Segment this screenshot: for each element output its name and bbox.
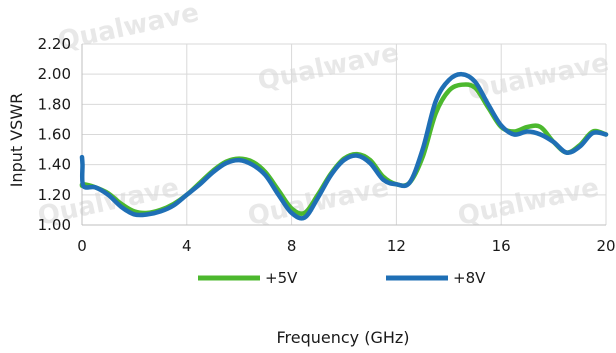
x-tick-label: 12 xyxy=(387,237,406,255)
watermark-text: Qualwave xyxy=(455,173,601,232)
y-tick-label: 1.00 xyxy=(38,216,71,234)
y-tick-label: 2.00 xyxy=(38,65,71,83)
y-tick-label: 1.20 xyxy=(38,186,71,204)
x-tick-label: 8 xyxy=(287,237,297,255)
y-tick-label: 1.60 xyxy=(38,126,71,144)
x-tick-labels: 0 4 8 12 16 20 xyxy=(77,237,615,255)
watermark-text: Qualwave xyxy=(465,48,611,107)
x-axis-title: Frequency (GHz) xyxy=(276,328,409,347)
watermark-layer: Qualwave Qualwave Qualwave Qualwave Qualwave… xyxy=(35,0,611,232)
y-axis-title: Input VSWR xyxy=(7,93,26,188)
x-tick-label: 20 xyxy=(596,237,615,255)
watermark-text: Qualwave xyxy=(55,0,201,57)
series-lines xyxy=(79,71,609,221)
y-tick-labels: 1.00 1.20 1.40 1.60 1.80 2.00 2.20 xyxy=(38,35,71,234)
y-tick-label: 2.20 xyxy=(38,35,71,53)
legend: +5V +8V xyxy=(198,269,486,287)
y-tick-label: 1.80 xyxy=(38,95,71,113)
x-tick-label: 16 xyxy=(492,237,511,255)
axes xyxy=(81,44,606,226)
x-tick-label: 0 xyxy=(77,237,87,255)
series-line-plus-8v xyxy=(79,71,609,221)
watermark-text: Qualwave xyxy=(255,38,401,97)
legend-label: +8V xyxy=(453,269,486,287)
x-tick-label: 4 xyxy=(182,237,192,255)
y-tick-label: 1.40 xyxy=(38,156,71,174)
watermark-text: Qualwave xyxy=(245,173,391,232)
legend-label: +5V xyxy=(265,269,298,287)
